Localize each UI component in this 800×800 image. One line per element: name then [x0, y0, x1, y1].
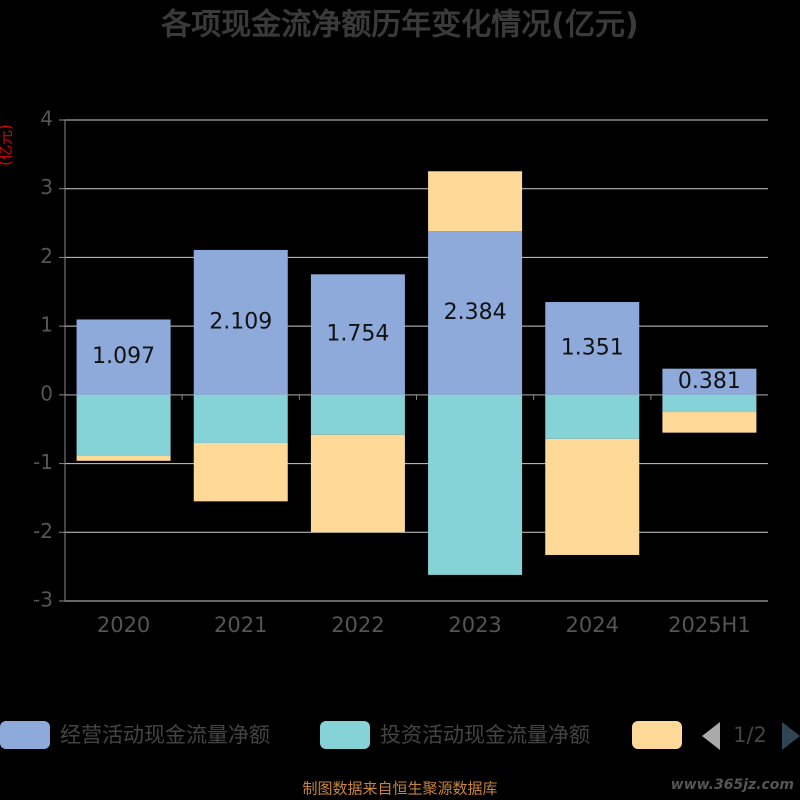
y-tick-label: 1: [40, 313, 53, 337]
x-tick-label: 2024: [566, 613, 619, 637]
legend-swatch[interactable]: [320, 721, 370, 749]
bar: [76, 455, 171, 461]
bar: [310, 434, 405, 533]
bar: [193, 394, 288, 443]
chart-title: 各项现金流净额历年变化情况(亿元): [160, 8, 638, 43]
bar: [76, 319, 171, 395]
legend-label[interactable]: 投资活动现金流量净额: [380, 723, 590, 747]
bar: [662, 368, 757, 395]
y-axis-label: (亿元): [0, 124, 15, 166]
bar: [662, 394, 757, 413]
bar: [428, 394, 523, 575]
bar: [545, 302, 640, 395]
x-tick-label: 2021: [214, 613, 267, 637]
bar: [662, 412, 757, 433]
y-tick-label: -3: [33, 588, 53, 612]
watermark: www.365jz.com: [671, 777, 794, 793]
data-label: 2.384: [444, 300, 507, 325]
bar: [193, 249, 288, 395]
x-tick-label: 2023: [448, 613, 501, 637]
legend-cover: [683, 715, 800, 755]
bar: [545, 438, 640, 555]
x-tick-label: 2020: [97, 613, 150, 637]
x-tick-label: 2022: [331, 613, 384, 637]
data-label: 0.381: [678, 369, 741, 394]
y-tick-label: 4: [40, 107, 53, 131]
bar: [76, 394, 171, 456]
source: 制图数据来自恒生聚源数据库: [302, 780, 497, 798]
legend-swatch[interactable]: [0, 721, 50, 749]
data-label: 1.351: [561, 335, 624, 360]
x-tick-label: 2025H1: [668, 613, 751, 637]
bar: [310, 274, 405, 395]
bar: [428, 171, 523, 232]
legend-label[interactable]: 经营活动现金流量净额: [60, 723, 270, 747]
y-tick-label: 3: [40, 175, 53, 199]
y-tick-label: -2: [33, 519, 53, 543]
legend-page: 1/2: [733, 723, 767, 747]
data-label: 1.754: [326, 322, 389, 347]
legend-prev[interactable]: [702, 722, 720, 750]
bar: [545, 394, 640, 439]
legend-swatch[interactable]: [632, 721, 682, 749]
data-label: 1.097: [92, 344, 155, 369]
y-tick-label: 2: [40, 244, 53, 268]
y-tick-label: -1: [33, 450, 53, 474]
y-tick-label: 0: [40, 381, 53, 405]
bar: [310, 394, 405, 435]
bar: [193, 442, 288, 502]
legend-next[interactable]: [782, 722, 800, 750]
bar: [428, 231, 523, 395]
data-label: 2.109: [209, 309, 272, 334]
